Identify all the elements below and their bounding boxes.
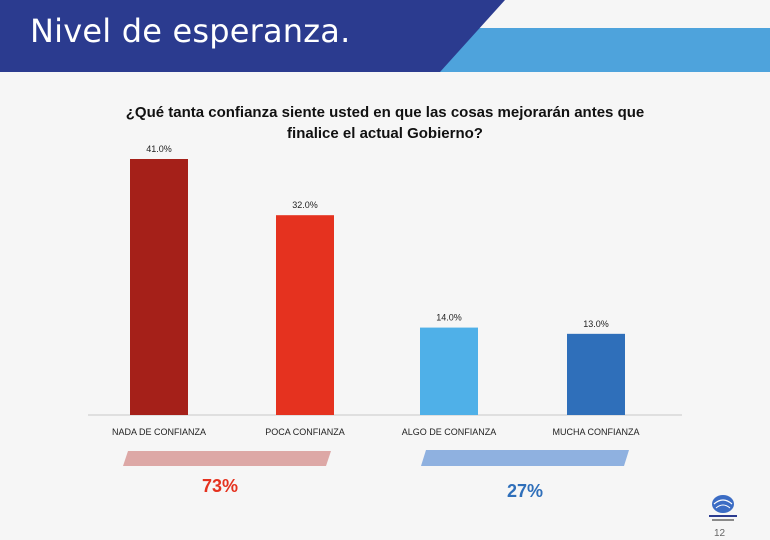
- header-title-background: [0, 0, 505, 72]
- value-label-2: 32.0%: [292, 200, 318, 210]
- value-label-1: 41.0%: [146, 144, 172, 154]
- group-total-negative: 73%: [201, 476, 239, 496]
- bar-2: [276, 215, 334, 415]
- category-label-4: MUCHA CONFIANZA: [552, 427, 639, 437]
- category-label-2: POCA CONFIANZA: [265, 427, 345, 437]
- header-band: [0, 0, 770, 72]
- group-band-2: [421, 450, 629, 466]
- value-label-4: 13.0%: [583, 319, 609, 329]
- group-band-1: [123, 451, 331, 466]
- bars-group: 41.0% NADA DE CONFIANZA 32.0% POCA CONFIANZ…: [112, 144, 640, 437]
- category-label-3: ALGO DE CONFIANZA: [402, 427, 497, 437]
- bar-1: [130, 159, 188, 415]
- page-number: 12: [714, 528, 726, 539]
- value-label-3: 14.0%: [436, 313, 462, 323]
- bar-3: [420, 327, 478, 415]
- slide-title: Nivel de esperanza.: [30, 12, 351, 50]
- group-total-positive: 27%: [506, 481, 544, 501]
- category-label-1: NADA DE CONFIANZA: [112, 427, 206, 437]
- chart-question: ¿Qué tanta confianza siente usted en que…: [125, 104, 645, 142]
- header-accent-stripe: [430, 28, 770, 72]
- global-trend-logo: [709, 495, 737, 521]
- group-bands: [123, 450, 629, 466]
- bar-4: [567, 333, 625, 415]
